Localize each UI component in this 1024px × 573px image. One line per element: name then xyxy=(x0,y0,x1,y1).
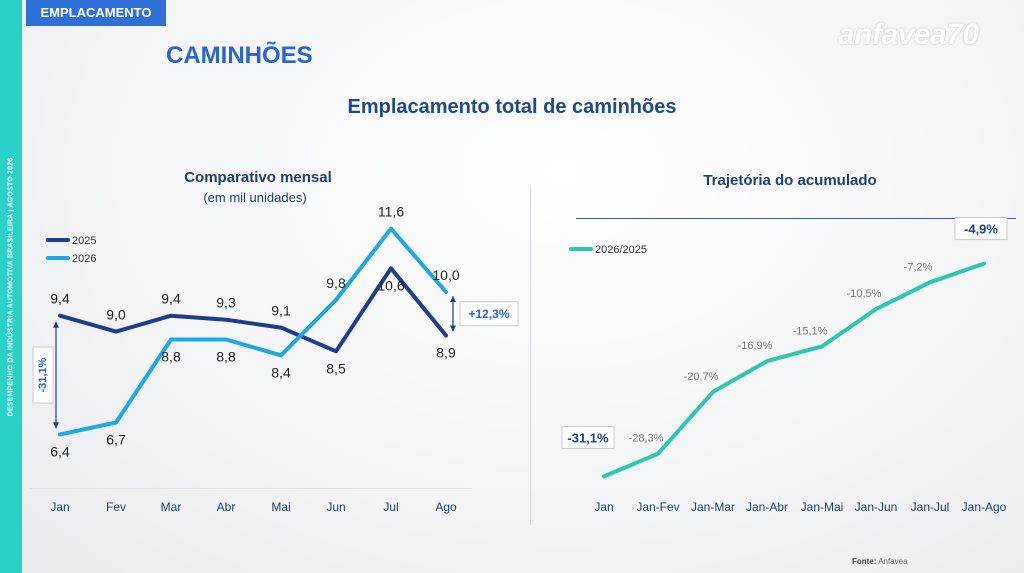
chart1-annotation-jan-text: -31,1% xyxy=(37,357,49,392)
chart1-annotation-ago-text: +12,3% xyxy=(468,307,509,321)
chart1-x-tick-Fev: Fev xyxy=(106,500,126,514)
chart1-data-label-2025-Jun: 8,5 xyxy=(326,360,346,376)
chart1-annotation-ago-arrowhead-top xyxy=(450,296,456,303)
chart2-title: Trajetória do acumulado xyxy=(703,172,876,189)
chart1-title: Comparativo mensal xyxy=(184,169,332,186)
source-note: Fonte: Anfavea xyxy=(852,557,908,566)
chart1-legend-label-2026: 2026 xyxy=(72,253,96,265)
right-panel-rule xyxy=(576,218,1016,219)
chart1-data-label-2026-Jun: 9,8 xyxy=(326,275,346,291)
chart1-x-tick-Ago: Ago xyxy=(435,500,457,514)
panel-divider xyxy=(530,185,531,525)
chart1-data-label-2025-Mai: 9,1 xyxy=(271,303,291,319)
chart1-data-label-2025-Fev: 9,0 xyxy=(106,307,126,323)
chart1-data-label-2026-Mar: 8,8 xyxy=(161,349,181,365)
chart1-x-tick-Mai: Mai xyxy=(271,500,290,514)
chart1-line-2026 xyxy=(58,226,448,437)
chart1-subtitle: (em mil unidades) xyxy=(203,190,306,205)
chart2-x-tick-Jan-Jul: Jan-Jul xyxy=(911,500,950,514)
chart1-annotation-jan-arrowhead-top xyxy=(53,321,59,328)
page-title: CAMINHÕES xyxy=(166,42,313,69)
chart1-data-label-2026-Fev: 6,7 xyxy=(106,432,126,448)
chart2-data-label-Jan-Mai: -15,1% xyxy=(793,325,828,337)
chart1-data-label-2026-Jul: 11,6 xyxy=(378,204,404,220)
chart1-data-label-2025-Ago: 8,9 xyxy=(436,345,456,361)
left-chart-baseline xyxy=(30,488,472,489)
chart1-annotation-jan-arrowhead-bottom xyxy=(53,422,59,429)
chart1-annotation-ago-arrowhead-bottom xyxy=(450,325,456,332)
anfavea-logo: anfavea70 xyxy=(838,18,979,51)
chart1-legend-label-2025: 2025 xyxy=(72,235,96,247)
chart1-x-tick-Jun: Jun xyxy=(326,500,345,514)
chart1-x-tick-Jan: Jan xyxy=(50,500,69,514)
chart1-data-label-2025-Jan: 9,4 xyxy=(50,291,70,307)
chart1-data-label-2025-Jul: 10,6 xyxy=(377,277,404,293)
chart2-data-label-Jan-Mar: -20,7% xyxy=(684,371,719,383)
chart2-x-tick-Jan-Fev: Jan-Fev xyxy=(636,500,679,514)
chart2-data-box-Jan-Ago xyxy=(954,217,1008,241)
chart2-data-label-Jan-Abr: -16,9% xyxy=(738,340,773,352)
chart2-line xyxy=(602,261,986,479)
chart1-data-label-2026-Jan: 6,4 xyxy=(50,443,70,459)
section-tag: EMPLACAMENTO xyxy=(26,0,166,26)
chart1-data-label-2025-Mar: 9,4 xyxy=(161,291,181,307)
chart1-data-label-2025-Abr: 9,3 xyxy=(216,295,236,311)
chart2-data-box-Jan xyxy=(561,425,615,449)
chart2-data-label-Jan-Jun: -10,5% xyxy=(847,288,882,300)
chart1-x-tick-Mar: Mar xyxy=(161,500,182,514)
chart1-data-label-2026-Ago: 10,0 xyxy=(432,267,459,283)
chart1-x-tick-Jul: Jul xyxy=(383,500,398,514)
chart1-annotation-ago-box xyxy=(459,301,519,327)
chart2-x-tick-Jan-Abr: Jan-Abr xyxy=(746,500,788,514)
chart2-data-label-Jan-Jul: -7,2% xyxy=(904,261,933,273)
chart1-data-label-2026-Abr: 8,8 xyxy=(216,349,236,365)
chart2-x-tick-Jan: Jan xyxy=(594,500,613,514)
chart2-data-label-Jan: -31,1% xyxy=(567,430,609,445)
main-subtitle: Emplacamento total de caminhões xyxy=(347,96,677,118)
chart1-line-2025 xyxy=(58,266,448,354)
chart2-data-label-Jan-Fev: -28,3% xyxy=(629,433,664,445)
chart2-legend-label: 2026/2025 xyxy=(595,244,647,256)
chart1-annotation-jan-box xyxy=(32,346,54,404)
chart2-data-label-Jan-Ago: -4,9% xyxy=(964,222,998,237)
left-accent-bar xyxy=(0,0,22,573)
chart1-x-tick-Abr: Abr xyxy=(217,500,236,514)
chart2-x-tick-Jan-Mar: Jan-Mar xyxy=(691,500,735,514)
chart2-x-tick-Jan-Jun: Jan-Jun xyxy=(855,500,898,514)
chart2-x-tick-Jan-Mai: Jan-Mai xyxy=(801,500,844,514)
chart1-data-label-2026-Mai: 8,4 xyxy=(271,364,291,380)
chart2-x-tick-Jan-Ago: Jan-Ago xyxy=(962,500,1007,514)
